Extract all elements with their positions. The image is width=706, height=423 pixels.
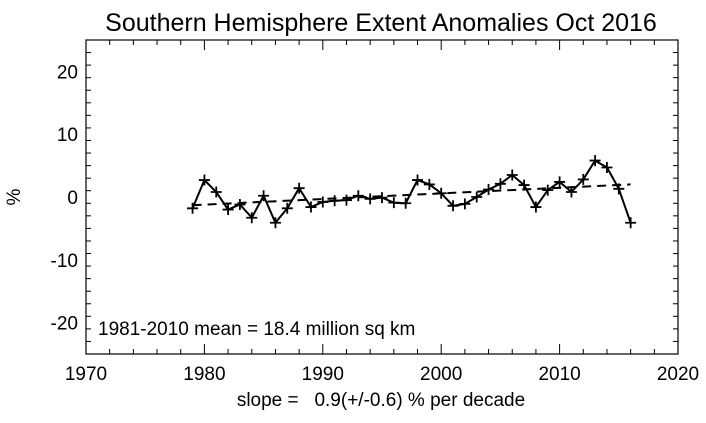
data-point-marker [554,176,566,188]
tick-labels: 1970 1980 1990 2000 2010 2020 -20 -10 0 10 20 [51,62,700,385]
data-point-marker [625,217,637,229]
data-point-marker [565,186,577,198]
data-point-marker [494,178,506,190]
plot-frame [85,39,679,355]
series-markers [187,155,637,229]
data-point-marker [412,174,424,186]
data-point-marker [246,212,258,224]
data-point-marker [258,190,270,202]
data-point-marker [269,217,281,229]
x-tick-label: 2020 [657,364,699,385]
data-point-marker [577,173,589,185]
data-point-marker [364,193,376,205]
data-point-marker [317,196,329,208]
data-point-marker [305,201,317,213]
mean-annotation: 1981-2010 mean = 18.4 million sq km [98,319,415,340]
x-tick-label: 1980 [183,364,225,385]
data-point-marker [435,187,447,199]
data-point-marker [222,204,234,216]
data-point-marker [198,174,210,186]
data-point-marker [542,184,554,196]
data-point-marker [376,192,388,204]
chart-title: Southern Hemisphere Extent Anomalies Oct… [105,9,657,37]
x-tick-label: 2000 [420,364,462,385]
data-point-marker [281,202,293,214]
data-point-marker [613,183,625,195]
data-point-marker [210,186,222,198]
data-point-marker [506,169,518,181]
data-point-marker [340,194,352,206]
data-point-marker [423,178,435,190]
x-tick-label: 2010 [538,364,580,385]
trend-line [192,183,631,207]
anomaly-series-line [191,159,632,225]
data-point-marker [518,179,530,191]
y-axis-title: % [4,188,25,205]
x-axis-title: slope = 0.9(+/-0.6) % per decade [237,390,525,411]
y-tick-label: -10 [51,251,78,272]
data-point-marker [329,195,341,207]
data-point-marker [601,161,613,173]
data-point-marker [388,197,400,209]
data-point-marker [234,199,246,211]
data-point-marker [589,155,601,167]
data-point-marker [400,197,412,209]
x-tick-label: 1970 [65,364,107,385]
y-tick-label: -20 [51,314,78,335]
data-point-marker [447,200,459,212]
data-point-marker [187,202,199,214]
y-tick-label: 20 [57,62,78,83]
data-point-marker [471,191,483,203]
axis-ticks [85,39,679,355]
x-tick-label: 1990 [302,364,344,385]
data-point-marker [293,182,305,194]
data-point-marker [530,201,542,213]
data-point-marker [459,198,471,210]
data-point-marker [483,183,495,195]
y-tick-label: 10 [57,125,78,146]
data-point-marker [352,190,364,202]
y-tick-label: 0 [67,188,78,209]
